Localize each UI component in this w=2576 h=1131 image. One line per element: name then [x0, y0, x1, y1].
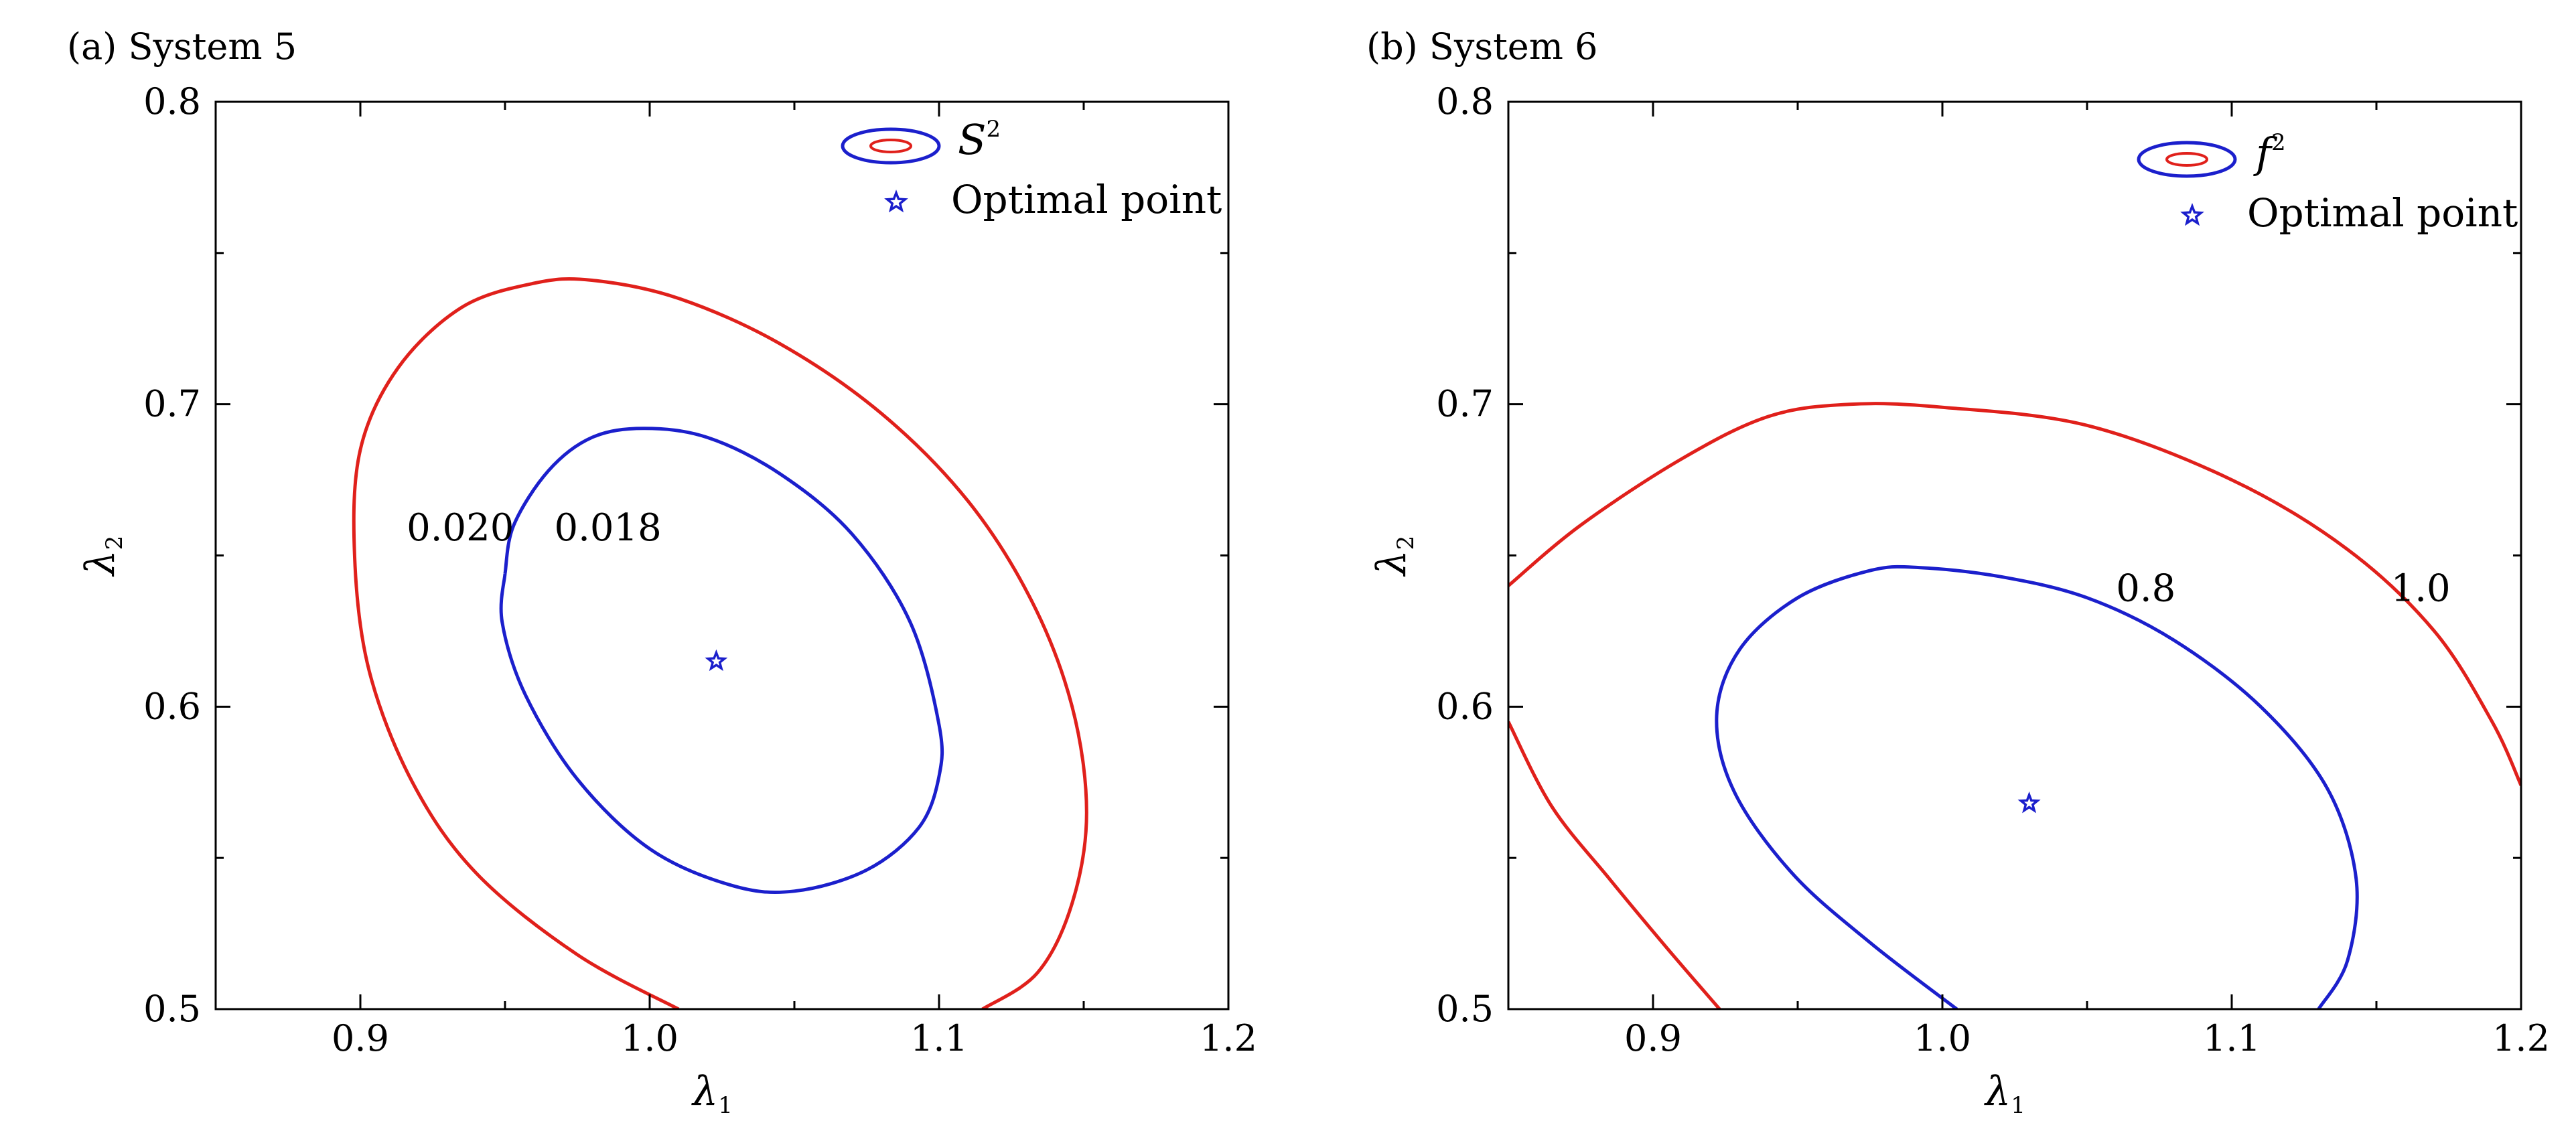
legend-outer-ellipse [2137, 141, 2237, 178]
x-axis-label-subscript: 1 [718, 1092, 733, 1119]
legend-contour-label-sup: 2 [2271, 129, 2286, 156]
panel-title: (b) System 6 [1366, 25, 1597, 68]
contour-line-1.0 [1508, 402, 2521, 786]
x-axis-label: λ1 [691, 1068, 733, 1119]
plot-frame [1507, 100, 2522, 1010]
x-tick-label: 0.9 [1624, 1017, 1682, 1059]
legend-optimal-label: Optimal point [2247, 190, 2518, 236]
y-tick-label: 0.6 [1436, 685, 1494, 727]
chart-panel-a: (a) System 5 0.020 0.018 0.9 1.0 1.1 1.2 0.5 0.6… [67, 25, 1257, 1119]
x-tick-label: 0.9 [332, 1017, 389, 1059]
y-tick-label: 0.6 [143, 685, 201, 727]
legend: S2 Optimal point [841, 115, 1222, 222]
y-axis-label: λ2 [77, 536, 128, 577]
optimal-point-marker [705, 649, 728, 672]
legend-inner-ellipse [2165, 152, 2208, 167]
contour-line-0.020 [352, 277, 1088, 1009]
y-tick-label: 0.5 [143, 988, 201, 1030]
x-axis-label-subscript: 1 [2011, 1092, 2025, 1119]
panel-title: (a) System 5 [67, 25, 297, 68]
contour-label: 0.8 [2116, 567, 2175, 610]
contour-line-0.018 [499, 427, 944, 895]
x-tick-label: 1.1 [910, 1017, 968, 1059]
legend-star-icon [2180, 203, 2204, 226]
contour-label: 0.020 [407, 506, 514, 550]
contour-label: 0.018 [554, 506, 661, 550]
x-tick-label: 1.0 [1914, 1017, 1971, 1059]
contour-label: 1.0 [2391, 567, 2451, 610]
y-tick-label: 0.7 [1436, 383, 1494, 425]
y-tick-label: 0.7 [143, 383, 201, 425]
legend-optimal-label: Optimal point [951, 177, 1222, 222]
optimal-point-marker [2017, 791, 2041, 814]
x-tick-label: 1.2 [2492, 1017, 2550, 1059]
legend-contour-label: f2 [2253, 129, 2286, 177]
x-tick-label: 1.0 [621, 1017, 678, 1059]
contour-line-1.0 [1508, 721, 1721, 1009]
y-axis-label-subscript: 2 [101, 536, 128, 550]
legend: f2 Optimal point [2137, 129, 2518, 236]
y-tick-label: 0.8 [1436, 80, 1494, 123]
y-tick-label: 0.5 [1436, 988, 1494, 1030]
legend-outer-ellipse [841, 127, 941, 165]
contour-group [1508, 402, 2521, 1009]
x-axis-label: λ1 [1984, 1068, 2025, 1119]
y-axis-label: λ2 [1368, 536, 1419, 577]
contour-group [352, 277, 1088, 1009]
legend-star-icon [884, 190, 908, 213]
legend-inner-ellipse [869, 139, 912, 153]
x-tick-label: 1.1 [2203, 1017, 2261, 1059]
legend-contour-label: S2 [958, 115, 1001, 164]
chart-panel-b: (b) System 6 0.8 1.0 0.9 1.0 1.1 1.2 0.5 0.6 0.7 0… [1366, 25, 2550, 1119]
y-axis-label-subscript: 2 [1392, 536, 1419, 550]
y-tick-label: 0.8 [143, 80, 201, 123]
plot-frame [214, 100, 1230, 1010]
contour-line-0.8 [1715, 564, 2359, 1009]
x-tick-label: 1.2 [1200, 1017, 1257, 1059]
legend-contour-label-sup: 2 [986, 116, 1001, 143]
